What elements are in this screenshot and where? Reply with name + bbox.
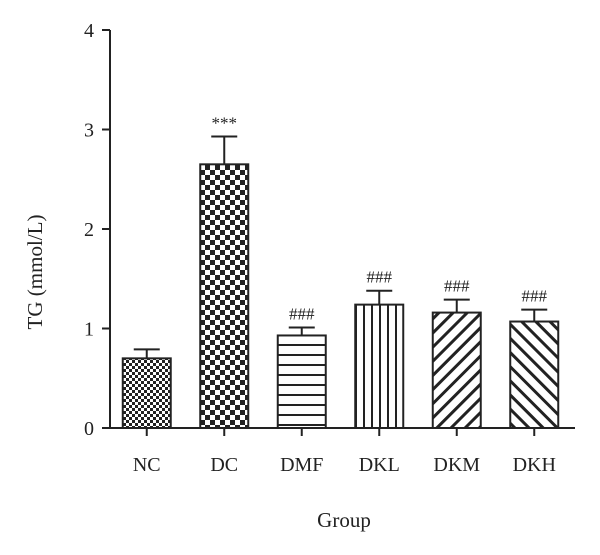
x-axis-title: Group (317, 508, 371, 532)
y-axis-title: TG (mmol/L) (23, 215, 47, 330)
annotation-dmf: ### (289, 305, 315, 324)
error-bar-nc (133, 348, 160, 359)
x-tick-label-nc: NC (133, 454, 161, 476)
bar-dmf (276, 334, 327, 429)
y-tick-label-2: 2 (84, 219, 94, 241)
x-tick-label-dkl: DKL (359, 454, 400, 476)
bar-dkl (354, 303, 405, 429)
error-bar-dkl (366, 289, 393, 305)
x-tick-label-dc: DC (210, 454, 238, 476)
x-tick-label-dmf: DMF (280, 454, 323, 476)
error-bar-dc (211, 135, 238, 165)
error-bar-dkh (521, 308, 548, 322)
bars-layer (121, 163, 560, 430)
bar-nc (121, 357, 172, 430)
annotation-dc: *** (212, 113, 238, 132)
error-bars-layer (133, 135, 548, 359)
annotations-layer: *** ### ### ### ### (212, 113, 548, 323)
x-tick-label-dkm: DKM (433, 454, 480, 476)
annotation-dkl: ### (367, 268, 393, 287)
annotation-dkh: ### (522, 287, 548, 306)
y-tick-label-3: 3 (84, 120, 94, 142)
bar-dkh (509, 320, 560, 429)
error-bar-dmf (288, 326, 315, 336)
error-bar-dkm (443, 298, 470, 313)
x-ticks-layer: NC DC DMF DKL DKM DKH (133, 428, 556, 476)
bar-dc (199, 163, 250, 429)
y-tick-label-0: 0 (84, 418, 94, 440)
x-tick-label-dkh: DKH (513, 454, 556, 476)
y-tick-label-1: 1 (84, 319, 94, 341)
bar-dkm (431, 311, 482, 429)
y-tick-label-4: 4 (84, 20, 94, 42)
y-ticks-layer: 0 1 2 3 4 (84, 20, 110, 440)
annotation-dkm: ### (444, 277, 470, 296)
